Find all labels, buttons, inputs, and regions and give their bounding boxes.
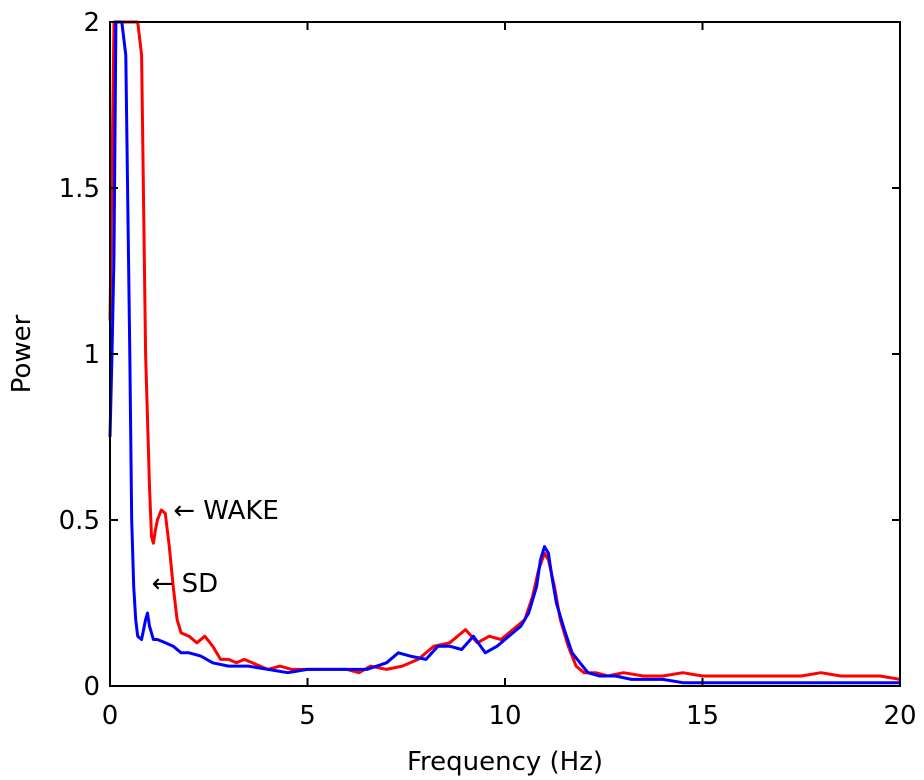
y-tick-label: 1.5 <box>59 174 100 204</box>
y-tick-label: 0 <box>83 672 100 702</box>
x-tick-label: 10 <box>488 701 521 731</box>
annotation-label: ← WAKE <box>173 496 279 526</box>
plot-frame <box>109 21 901 687</box>
y-tick-label: 2 <box>83 8 100 38</box>
y-axis-ticks: 0 0.5 1 1.5 2 <box>59 8 900 702</box>
series-line-wake <box>108 20 901 681</box>
plot-lines <box>108 20 901 685</box>
x-axis-title: Frequency (Hz) <box>407 747 603 777</box>
x-tick-label: 0 <box>102 701 119 731</box>
x-tick-label: 20 <box>883 701 916 731</box>
x-axis-ticks: 0 5 10 15 20 <box>102 22 917 731</box>
x-tick-label: 15 <box>686 701 719 731</box>
y-axis-title: Power <box>7 314 37 393</box>
annotation-label: ← SD <box>152 569 219 599</box>
y-tick-label: 0.5 <box>59 506 100 536</box>
y-tick-label: 1 <box>83 340 100 370</box>
series-line-sd <box>108 20 900 685</box>
x-tick-label: 5 <box>299 701 316 731</box>
annotations: ← WAKE ← SD <box>152 496 279 599</box>
